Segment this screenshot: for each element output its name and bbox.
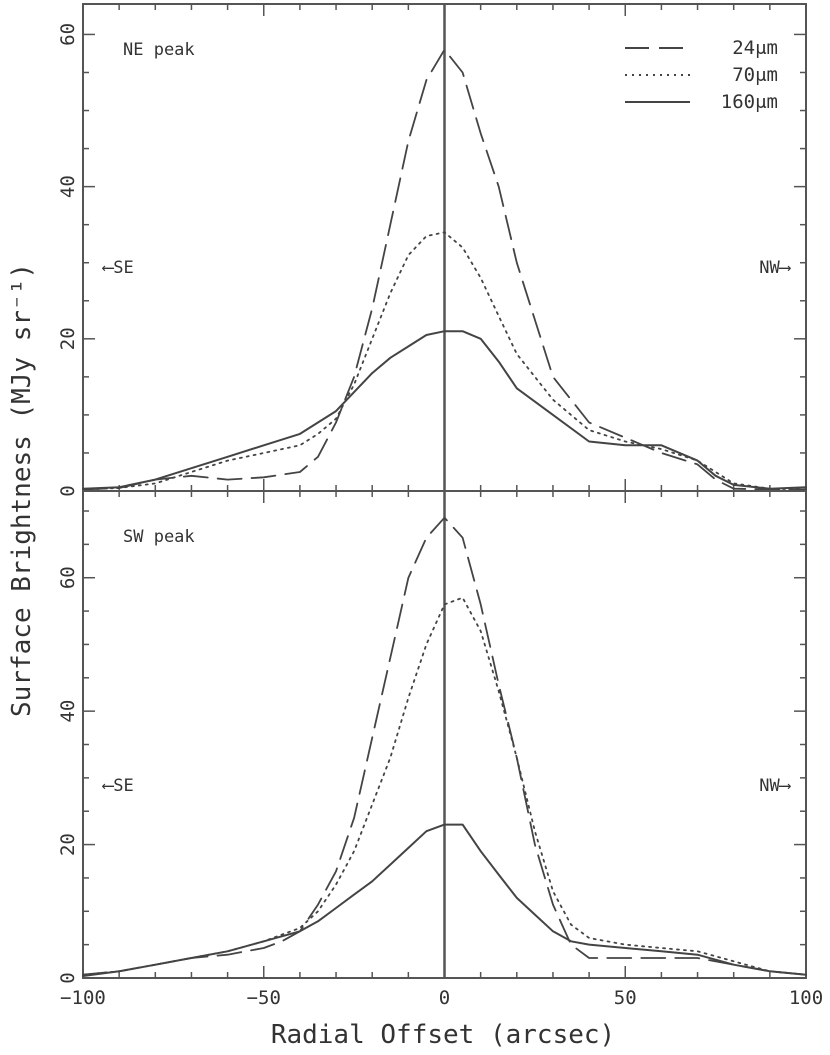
- y-tick-label: 0: [57, 485, 79, 496]
- x-tick-label: −100: [60, 987, 106, 1009]
- legend-label: 24μm: [732, 37, 778, 59]
- y-axis-title: Surface Brightness (MJy sr⁻¹): [7, 263, 37, 717]
- series-line-24m: [82, 48, 807, 491]
- x-tick-label: 0: [439, 987, 450, 1009]
- y-tick-label: 20: [57, 327, 79, 350]
- x-tick-label: 100: [789, 987, 823, 1009]
- y-tick-label: 0: [57, 972, 79, 983]
- y-tick-label: 60: [57, 566, 79, 589]
- legend-label: 70μm: [732, 64, 778, 86]
- direction-label-se: ⟵SE: [102, 258, 134, 278]
- series-line-160m: [82, 330, 807, 490]
- legend: 24μm 70μm 160μm: [625, 37, 778, 113]
- y-tick-label: 60: [57, 23, 79, 46]
- panel-label-sw: SW peak: [123, 527, 195, 547]
- x-tick-label: 50: [614, 987, 637, 1009]
- panel-ne: 0 20 40 60 NE peak ⟵SE NW⟶: [57, 3, 807, 497]
- shared-axes-layer: Radial Offset (arcsec) Surface Brightnes…: [7, 263, 615, 1050]
- y-tick-label: 40: [57, 700, 79, 723]
- series-line-70m: [82, 596, 807, 976]
- legend-label: 160μm: [721, 91, 778, 113]
- series-line-24m: [82, 516, 807, 976]
- panel-sw: 0 20 40 60 SW peak ⟵SE NW⟶: [57, 490, 807, 984]
- direction-label-nw: NW⟶: [759, 776, 791, 796]
- series-line-70m: [82, 231, 807, 491]
- y-tick-label: 40: [57, 175, 79, 198]
- panel-label-ne: NE peak: [123, 40, 195, 60]
- series-line-160m: [82, 823, 807, 977]
- direction-label-nw: NW⟶: [759, 258, 791, 278]
- y-tick-label: 20: [57, 833, 79, 856]
- panels-layer: 0 20 40 60 NE peak ⟵SE NW⟶ 0 20 40 60 SW peak ⟵SE NW⟶…: [57, 3, 823, 1009]
- x-axis-title: Radial Offset (arcsec): [271, 1020, 615, 1050]
- x-tick-label: −50: [247, 987, 281, 1009]
- direction-label-se: ⟵SE: [102, 776, 134, 796]
